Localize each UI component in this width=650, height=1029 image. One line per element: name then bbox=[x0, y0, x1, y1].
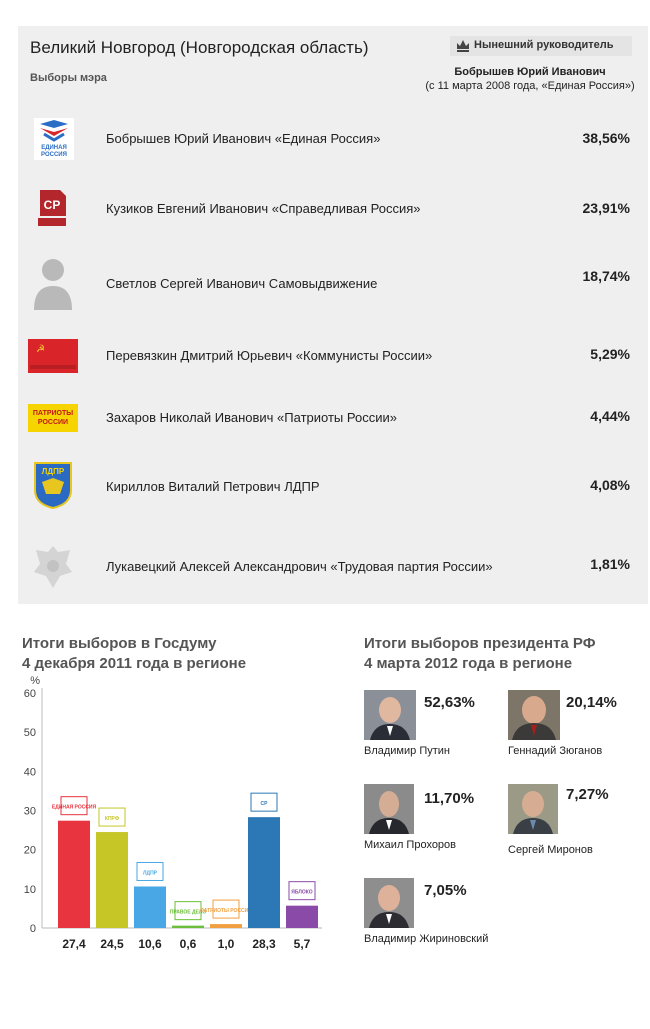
coat-of-arms-icon bbox=[34, 546, 72, 588]
candidate-name: Захаров Николай Иванович «Патриоты Росси… bbox=[106, 410, 397, 425]
y-tick-label: 60 bbox=[24, 688, 36, 700]
party-logo-label: ПРАВОЕ ДЕЛО bbox=[170, 910, 207, 916]
zhirinovsky-photo bbox=[364, 878, 414, 928]
person-silhouette-icon bbox=[34, 259, 72, 310]
party-logo-label: КПРФ bbox=[105, 816, 120, 822]
party-logo-marker bbox=[212, 899, 240, 919]
united-russia-logo: ЕДИНАЯ РОССИЯ bbox=[34, 118, 74, 160]
svg-text:ПАТРИОТЫ: ПАТРИОТЫ bbox=[33, 410, 73, 417]
bar-value-label: 24,5 bbox=[100, 937, 124, 951]
mayor-election-panel bbox=[18, 26, 648, 604]
candidate-percent: 4,08% bbox=[590, 477, 630, 493]
bar-value-label: 1,0 bbox=[218, 937, 235, 951]
duma-bar-chart: % 0 10 20 30 40 50 60 27,4 ЕДИНАЯ РОССИЯ 24,5 КПРФ 1… bbox=[24, 675, 322, 951]
party-logo-label: ЕДИНАЯ РОССИЯ bbox=[52, 805, 97, 811]
prokhorov-photo bbox=[364, 784, 414, 834]
candidate-name: Бобрышев Юрий Иванович «Единая Россия» bbox=[106, 131, 381, 146]
candidate-percent: 1,81% bbox=[590, 556, 630, 572]
party-logo-marker bbox=[98, 807, 126, 827]
duma-title-line1: Итоги выборов в Госдуму bbox=[22, 635, 217, 652]
candidate-percent: 52,63% bbox=[424, 694, 475, 711]
bar-7 bbox=[286, 905, 318, 928]
page-title: Великий Новгород (Новгородская область) bbox=[30, 38, 369, 57]
candidate-name: Михаил Прохоров bbox=[364, 839, 457, 851]
president-title-line2: 4 марта 2012 года в регионе bbox=[364, 655, 573, 672]
party-logo-marker bbox=[250, 792, 278, 812]
y-tick-label: 40 bbox=[24, 766, 36, 778]
candidate-name: Кузиков Евгений Иванович «Справедливая Р… bbox=[106, 201, 421, 216]
current-leader-badge: Нынешний руководитель bbox=[450, 36, 632, 56]
y-tick-label: 20 bbox=[24, 845, 36, 857]
candidate-name: Светлов Сергей Иванович Самовыдвижение bbox=[106, 276, 378, 291]
bar-5 bbox=[210, 924, 242, 928]
y-tick-label: 50 bbox=[24, 727, 36, 739]
mironov-photo bbox=[508, 784, 558, 834]
patriots-of-russia-logo: ПАТРИОТЫ РОССИИ bbox=[28, 404, 78, 432]
bar-value-label: 5,7 bbox=[294, 937, 311, 951]
just-russia-logo: СР bbox=[38, 190, 66, 226]
svg-text:☭: ☭ bbox=[36, 344, 45, 355]
zyuganov-photo bbox=[508, 690, 560, 740]
duma-title-line2: 4 декабря 2011 года в регионе bbox=[22, 655, 247, 672]
party-logo-label: ЛДПР bbox=[143, 870, 158, 876]
party-logo-label: ПАТРИОТЫ РОССИИ bbox=[200, 908, 252, 914]
candidate-percent: 5,29% bbox=[590, 346, 630, 362]
candidate-percent: 38,56% bbox=[582, 130, 630, 146]
bar-3 bbox=[134, 886, 166, 928]
candidate-name: Геннадий Зюганов bbox=[508, 745, 603, 757]
bar-2 bbox=[96, 832, 128, 928]
election-subtitle: Выборы мэра bbox=[30, 72, 107, 84]
candidate-name: Перевязкин Дмитрий Юрьевич «Коммунисты Р… bbox=[106, 348, 433, 363]
putin-photo bbox=[364, 690, 416, 740]
party-logo-label: ЯБЛОКО bbox=[291, 890, 313, 896]
bar-value-label: 27,4 bbox=[62, 937, 86, 951]
candidate-name: Кириллов Виталий Петрович ЛДПР bbox=[106, 479, 320, 494]
y-tick-label: 10 bbox=[24, 884, 36, 896]
candidate-name: Лукавецкий Алексей Александрович «Трудов… bbox=[106, 559, 493, 574]
current-leader-name: Бобрышев Юрий Иванович bbox=[454, 66, 606, 78]
candidate-percent: 20,14% bbox=[566, 694, 617, 711]
party-logo-marker bbox=[174, 901, 202, 921]
bar-1 bbox=[58, 820, 90, 928]
party-logo-marker bbox=[60, 796, 88, 816]
svg-text:ЛДПР: ЛДПР bbox=[42, 467, 65, 476]
candidate-percent: 4,44% bbox=[590, 408, 630, 424]
communists-of-russia-flag: ☭ bbox=[28, 339, 78, 373]
candidate-percent: 23,91% bbox=[582, 200, 630, 216]
bar-4 bbox=[172, 925, 204, 928]
y-axis-unit: % bbox=[30, 675, 40, 687]
party-logo-marker bbox=[288, 881, 316, 901]
y-tick-label: 0 bbox=[30, 923, 36, 935]
y-tick-label: 30 bbox=[24, 806, 36, 818]
svg-text:ЕДИНАЯ: ЕДИНАЯ bbox=[41, 145, 67, 151]
candidate-percent: 7,05% bbox=[424, 882, 467, 899]
party-logo-label: СР bbox=[261, 801, 269, 807]
party-logo-marker bbox=[136, 861, 164, 881]
candidate-percent: 7,27% bbox=[566, 786, 609, 803]
candidate-name: Владимир Жириновский bbox=[364, 933, 489, 945]
crown-icon bbox=[457, 40, 469, 52]
ldpr-logo: ЛДПР bbox=[34, 462, 72, 510]
candidate-percent: 18,74% bbox=[582, 268, 630, 284]
candidate-name: Сергей Миронов bbox=[508, 844, 593, 856]
president-title-line1: Итоги выборов президента РФ bbox=[364, 635, 596, 652]
svg-text:РОССИЯ: РОССИЯ bbox=[41, 152, 67, 158]
candidate-name: Владимир Путин bbox=[364, 745, 450, 757]
candidate-percent: 11,70% bbox=[424, 790, 475, 807]
current-leader-label: Нынешний руководитель bbox=[474, 39, 614, 51]
bar-6 bbox=[248, 817, 280, 928]
bar-value-label: 0,6 bbox=[180, 937, 197, 951]
bar-value-label: 10,6 bbox=[138, 937, 162, 951]
svg-text:РОССИИ: РОССИИ bbox=[38, 419, 68, 426]
svg-text:СР: СР bbox=[44, 198, 61, 212]
bar-value-label: 28,3 bbox=[252, 937, 276, 951]
current-leader-since: (с 11 марта 2008 года, «Единая Россия») bbox=[425, 80, 635, 92]
